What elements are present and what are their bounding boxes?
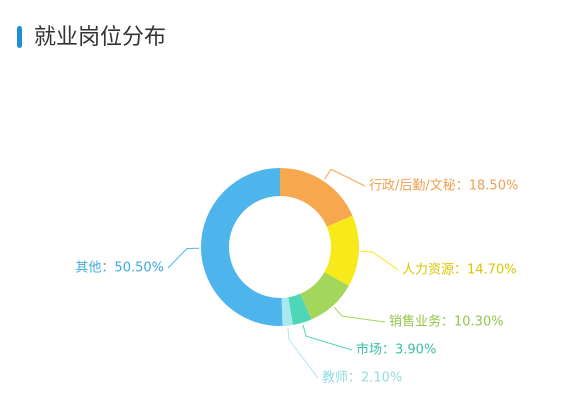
data-label: 行政/后勤/文秘：18.50%: [369, 179, 518, 194]
donut-slice: [300, 272, 349, 320]
leader-line: [302, 324, 353, 351]
donut-slice: [288, 293, 312, 325]
data-label: 教师：2.10%: [322, 370, 402, 386]
leader-line: [333, 306, 386, 323]
donut-slice: [201, 168, 283, 326]
donut-slice: [281, 297, 293, 326]
data-label: 人力资源：14.70%: [402, 263, 517, 278]
data-label: 销售业务：10.30%: [389, 314, 504, 330]
leader-line: [360, 250, 399, 271]
data-label: 市场：3.90%: [356, 342, 436, 358]
leader-line: [167, 247, 200, 269]
donut-slice: [280, 168, 353, 227]
leader-line: [324, 168, 366, 187]
chart-title: 就业岗位分布: [34, 25, 166, 50]
title-bar: [17, 26, 22, 48]
data-label: 其他：50.50%: [75, 261, 164, 276]
donut-slice: [324, 215, 359, 286]
leader-line: [287, 327, 319, 379]
